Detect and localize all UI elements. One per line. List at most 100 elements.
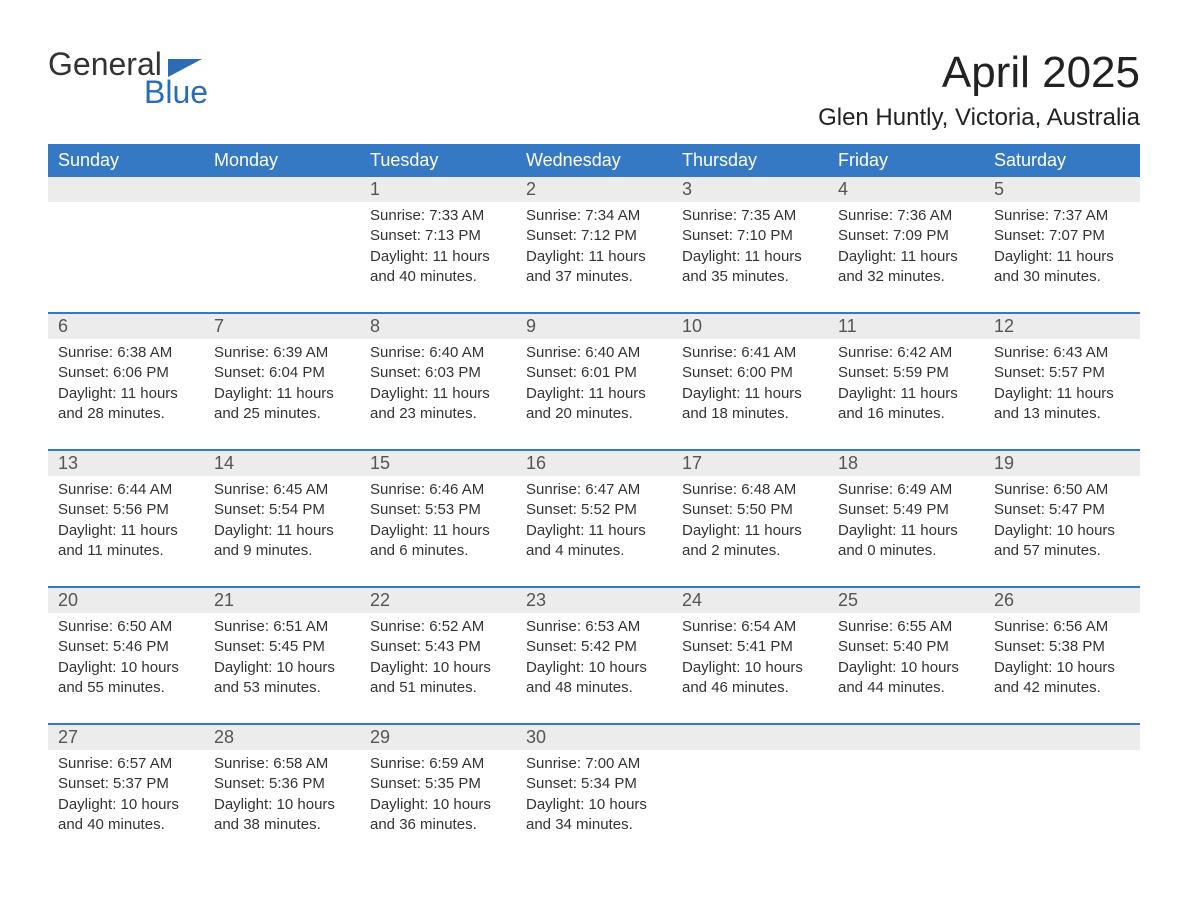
detail-line: Daylight: 11 hours and 11 minutes.: [58, 521, 194, 562]
detail-line: Daylight: 11 hours and 40 minutes.: [370, 247, 506, 288]
day-details: Sunrise: 6:52 AMSunset: 5:43 PMDaylight:…: [360, 613, 516, 723]
detail-line: Sunset: 5:49 PM: [838, 500, 974, 520]
day-name: Friday: [828, 144, 984, 177]
day-details: Sunrise: 6:40 AMSunset: 6:03 PMDaylight:…: [360, 339, 516, 449]
detail-line: Daylight: 11 hours and 4 minutes.: [526, 521, 662, 562]
week: 13141516171819Sunrise: 6:44 AMSunset: 5:…: [48, 449, 1140, 586]
header: General Blue April 2025 Glen Huntly, Vic…: [48, 48, 1140, 132]
detail-line: Sunrise: 6:44 AM: [58, 480, 194, 500]
detail-line: Sunrise: 6:55 AM: [838, 617, 974, 637]
detail-line: Sunset: 5:37 PM: [58, 774, 194, 794]
detail-line: Sunset: 5:56 PM: [58, 500, 194, 520]
day-name: Sunday: [48, 144, 204, 177]
day-number-row: 27282930: [48, 725, 1140, 750]
day-details: Sunrise: 7:35 AMSunset: 7:10 PMDaylight:…: [672, 202, 828, 312]
detail-line: Sunset: 5:36 PM: [214, 774, 350, 794]
detail-line: Sunrise: 7:33 AM: [370, 206, 506, 226]
logo-text-blue: Blue: [144, 76, 208, 110]
day-details: Sunrise: 7:33 AMSunset: 7:13 PMDaylight:…: [360, 202, 516, 312]
detail-line: Sunrise: 7:37 AM: [994, 206, 1130, 226]
detail-line: Sunrise: 6:59 AM: [370, 754, 506, 774]
day-details: Sunrise: 7:37 AMSunset: 7:07 PMDaylight:…: [984, 202, 1140, 312]
week: 27282930Sunrise: 6:57 AMSunset: 5:37 PMD…: [48, 723, 1140, 860]
detail-line: Sunset: 5:35 PM: [370, 774, 506, 794]
detail-line: Daylight: 11 hours and 6 minutes.: [370, 521, 506, 562]
detail-line: Sunrise: 6:43 AM: [994, 343, 1130, 363]
day-details: Sunrise: 6:59 AMSunset: 5:35 PMDaylight:…: [360, 750, 516, 860]
day-details: Sunrise: 6:43 AMSunset: 5:57 PMDaylight:…: [984, 339, 1140, 449]
day-number: 22: [360, 588, 516, 613]
day-details: [828, 750, 984, 860]
detail-line: Sunset: 5:40 PM: [838, 637, 974, 657]
day-details: Sunrise: 7:00 AMSunset: 5:34 PMDaylight:…: [516, 750, 672, 860]
day-details: Sunrise: 6:49 AMSunset: 5:49 PMDaylight:…: [828, 476, 984, 586]
day-details-row: Sunrise: 7:33 AMSunset: 7:13 PMDaylight:…: [48, 202, 1140, 312]
day-number: 8: [360, 314, 516, 339]
day-details: Sunrise: 6:53 AMSunset: 5:42 PMDaylight:…: [516, 613, 672, 723]
detail-line: Daylight: 11 hours and 28 minutes.: [58, 384, 194, 425]
detail-line: Sunset: 5:34 PM: [526, 774, 662, 794]
title-block: April 2025 Glen Huntly, Victoria, Austra…: [818, 48, 1140, 132]
day-details-row: Sunrise: 6:38 AMSunset: 6:06 PMDaylight:…: [48, 339, 1140, 449]
day-details: Sunrise: 6:56 AMSunset: 5:38 PMDaylight:…: [984, 613, 1140, 723]
day-number: 2: [516, 177, 672, 202]
detail-line: Daylight: 11 hours and 13 minutes.: [994, 384, 1130, 425]
day-number: 29: [360, 725, 516, 750]
detail-line: Sunset: 5:53 PM: [370, 500, 506, 520]
day-name: Tuesday: [360, 144, 516, 177]
detail-line: Sunrise: 6:58 AM: [214, 754, 350, 774]
detail-line: Sunset: 5:50 PM: [682, 500, 818, 520]
day-details: Sunrise: 7:34 AMSunset: 7:12 PMDaylight:…: [516, 202, 672, 312]
day-number: 21: [204, 588, 360, 613]
detail-line: Sunrise: 6:45 AM: [214, 480, 350, 500]
detail-line: Daylight: 10 hours and 40 minutes.: [58, 795, 194, 836]
detail-line: Daylight: 11 hours and 16 minutes.: [838, 384, 974, 425]
detail-line: Sunrise: 6:48 AM: [682, 480, 818, 500]
detail-line: Sunset: 5:43 PM: [370, 637, 506, 657]
day-names-row: SundayMondayTuesdayWednesdayThursdayFrid…: [48, 144, 1140, 177]
detail-line: Sunset: 5:52 PM: [526, 500, 662, 520]
day-number: 20: [48, 588, 204, 613]
detail-line: Sunrise: 6:39 AM: [214, 343, 350, 363]
day-number: 12: [984, 314, 1140, 339]
day-number: 13: [48, 451, 204, 476]
detail-line: Sunrise: 6:49 AM: [838, 480, 974, 500]
detail-line: Daylight: 11 hours and 9 minutes.: [214, 521, 350, 562]
detail-line: Daylight: 10 hours and 42 minutes.: [994, 658, 1130, 699]
day-name: Wednesday: [516, 144, 672, 177]
detail-line: Sunset: 5:45 PM: [214, 637, 350, 657]
detail-line: Sunset: 6:04 PM: [214, 363, 350, 383]
detail-line: Sunrise: 6:42 AM: [838, 343, 974, 363]
week: 20212223242526Sunrise: 6:50 AMSunset: 5:…: [48, 586, 1140, 723]
detail-line: Sunrise: 7:36 AM: [838, 206, 974, 226]
day-number-row: 12345: [48, 177, 1140, 202]
detail-line: Sunset: 5:41 PM: [682, 637, 818, 657]
day-details: Sunrise: 6:48 AMSunset: 5:50 PMDaylight:…: [672, 476, 828, 586]
detail-line: Sunrise: 6:54 AM: [682, 617, 818, 637]
detail-line: Sunset: 7:10 PM: [682, 226, 818, 246]
day-number: 6: [48, 314, 204, 339]
day-number: [828, 725, 984, 750]
detail-line: Daylight: 10 hours and 38 minutes.: [214, 795, 350, 836]
day-details: [204, 202, 360, 312]
day-number: 28: [204, 725, 360, 750]
detail-line: Sunrise: 6:51 AM: [214, 617, 350, 637]
day-number: 17: [672, 451, 828, 476]
logo: General Blue: [48, 48, 208, 109]
detail-line: Sunset: 5:47 PM: [994, 500, 1130, 520]
day-details: Sunrise: 6:39 AMSunset: 6:04 PMDaylight:…: [204, 339, 360, 449]
day-number: 1: [360, 177, 516, 202]
day-number: 26: [984, 588, 1140, 613]
day-details: Sunrise: 6:57 AMSunset: 5:37 PMDaylight:…: [48, 750, 204, 860]
day-details: Sunrise: 6:55 AMSunset: 5:40 PMDaylight:…: [828, 613, 984, 723]
day-number: [672, 725, 828, 750]
detail-line: Sunrise: 6:56 AM: [994, 617, 1130, 637]
day-details: Sunrise: 6:58 AMSunset: 5:36 PMDaylight:…: [204, 750, 360, 860]
detail-line: Sunset: 7:09 PM: [838, 226, 974, 246]
calendar: SundayMondayTuesdayWednesdayThursdayFrid…: [48, 144, 1140, 860]
detail-line: Sunrise: 6:40 AM: [526, 343, 662, 363]
detail-line: Daylight: 10 hours and 53 minutes.: [214, 658, 350, 699]
detail-line: Daylight: 11 hours and 18 minutes.: [682, 384, 818, 425]
detail-line: Sunset: 7:07 PM: [994, 226, 1130, 246]
day-details: Sunrise: 6:42 AMSunset: 5:59 PMDaylight:…: [828, 339, 984, 449]
